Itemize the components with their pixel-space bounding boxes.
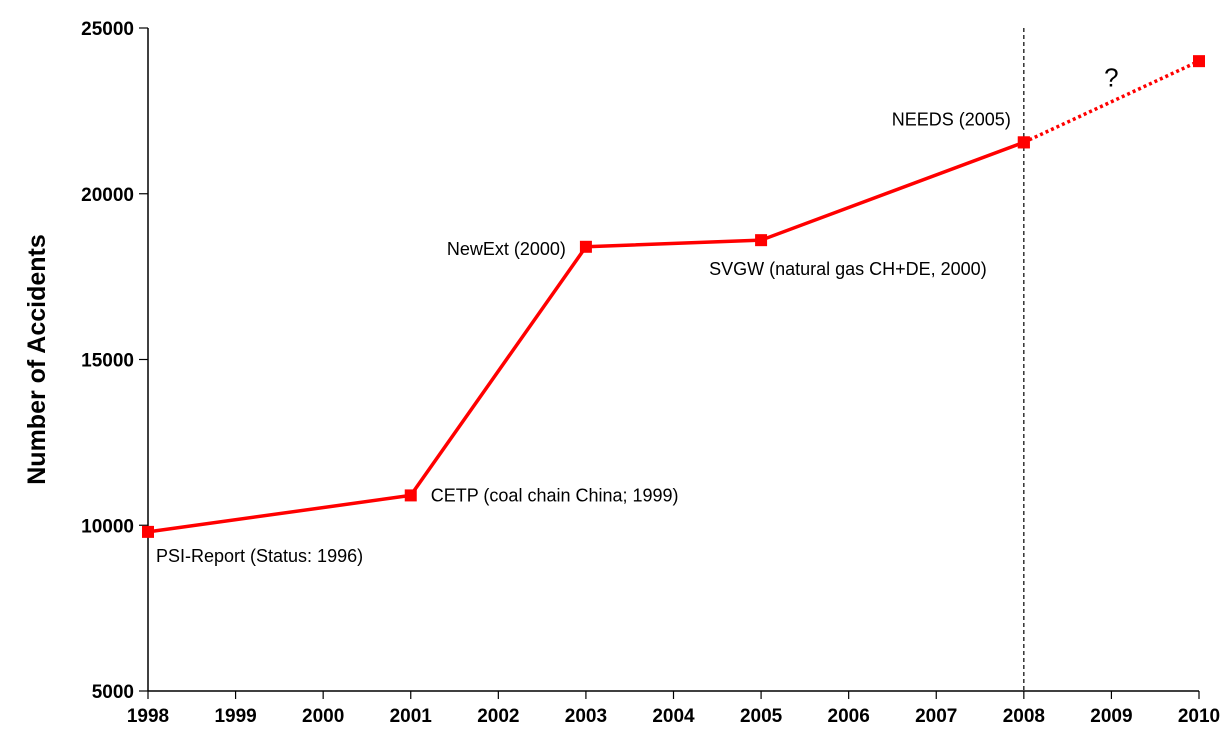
x-tick-label: 2006 bbox=[828, 706, 870, 727]
axes: 1998 1999 2000 2001 2002 2003 2004 2005 2006 2007… bbox=[23, 19, 1220, 727]
data-label: SVGW (natural gas CH+DE, 2000) bbox=[709, 259, 987, 279]
y-tick-label: 10000 bbox=[81, 516, 134, 537]
series-lines bbox=[147, 59, 1200, 534]
data-point-marker bbox=[579, 240, 592, 253]
y-tick-label: 5000 bbox=[92, 682, 134, 703]
data-point-marker bbox=[404, 489, 417, 502]
projection-line bbox=[1023, 59, 1200, 144]
x-tick-label: 2009 bbox=[1090, 706, 1132, 727]
y-tick-label: 15000 bbox=[81, 351, 134, 372]
y-tick-label: 20000 bbox=[81, 185, 134, 206]
y-axis-title: Number of Accidents bbox=[23, 234, 51, 485]
x-tick-label: 2005 bbox=[740, 706, 783, 727]
x-tick-label: 2010 bbox=[1178, 706, 1220, 727]
data-label: PSI-Report (Status: 1996) bbox=[156, 546, 363, 566]
data-point-marker bbox=[1193, 55, 1205, 68]
question-mark-annotation: ? bbox=[1104, 63, 1118, 93]
data-label: NewExt (2000) bbox=[447, 239, 566, 259]
x-tick-label: 2003 bbox=[565, 706, 607, 727]
data-markers bbox=[142, 55, 1205, 538]
y-tick-label: 25000 bbox=[81, 19, 134, 40]
x-tick-label: 2004 bbox=[652, 706, 695, 727]
x-tick-label: 2001 bbox=[390, 706, 433, 727]
data-point-marker bbox=[142, 525, 154, 538]
x-tick-label: 2002 bbox=[477, 706, 519, 727]
data-point-marker bbox=[755, 234, 768, 247]
x-tick-label: 1998 bbox=[127, 706, 169, 727]
data-point-marker bbox=[1017, 136, 1030, 149]
x-tick-label: 2008 bbox=[1003, 706, 1045, 727]
series-line bbox=[147, 140, 1025, 534]
x-tick-label: 1999 bbox=[214, 706, 256, 727]
x-tick-label: 2007 bbox=[915, 706, 957, 727]
x-tick-label: 2000 bbox=[302, 706, 344, 727]
data-label: CETP (coal chain China; 1999) bbox=[431, 485, 679, 505]
data-labels: PSI-Report (Status: 1996) CETP (coal chai… bbox=[156, 63, 1119, 566]
data-label: NEEDS (2005) bbox=[892, 109, 1011, 129]
